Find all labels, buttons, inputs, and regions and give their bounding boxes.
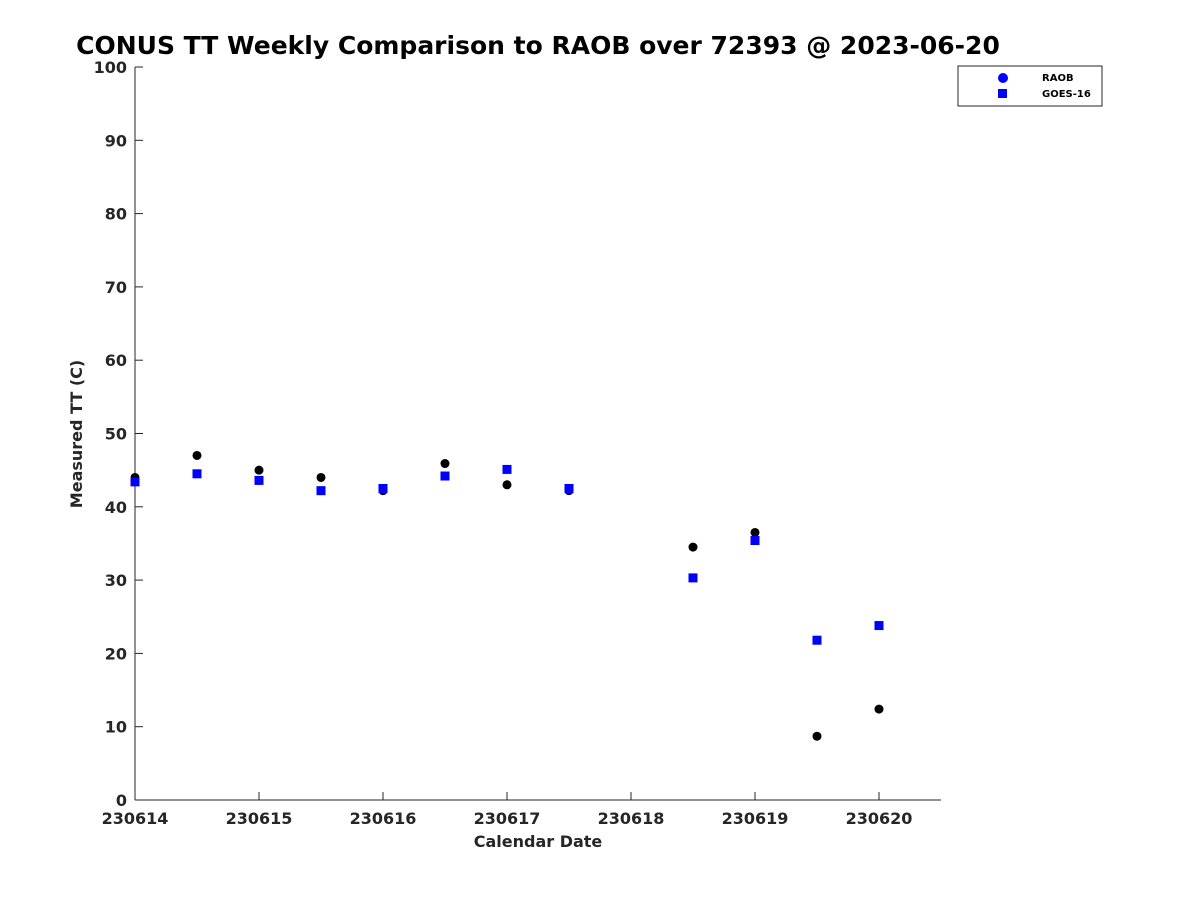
raob-point (440, 459, 450, 469)
legend-goes-16-marker (998, 89, 1007, 98)
goes-16-point (502, 464, 512, 474)
x-tick-label: 230617 (474, 809, 541, 828)
y-axis-label: Measured TT (C) (67, 360, 86, 508)
y-tick-label: 40 (105, 498, 127, 517)
legend-raob-label: RAOB (1042, 73, 1074, 84)
raob-point (812, 731, 822, 741)
raob-point (874, 704, 884, 714)
goes-16-point (192, 469, 202, 479)
raob-point (192, 450, 202, 460)
y-tick-label: 90 (105, 131, 127, 150)
y-tick-label: 0 (116, 791, 127, 810)
goes-16-point (378, 483, 388, 493)
raob-point (688, 542, 698, 552)
y-tick-label: 30 (105, 571, 127, 590)
goes-16-point (750, 536, 760, 546)
y-tick-label: 70 (105, 278, 127, 297)
goes-16-point (130, 477, 140, 487)
goes-16-point (688, 573, 698, 583)
x-tick-label: 230614 (102, 809, 169, 828)
y-tick-label: 60 (105, 351, 127, 370)
goes-16-point (564, 483, 574, 493)
series-goes-16 (130, 464, 884, 645)
legend-box (957, 65, 1103, 107)
y-tick-label: 50 (105, 425, 127, 444)
x-tick-label: 230616 (350, 809, 417, 828)
y-tick-label: 100 (94, 58, 127, 77)
raob-point (316, 472, 326, 482)
chart-title: CONUS TT Weekly Comparison to RAOB over … (76, 31, 1000, 60)
legend: RAOB GOES-16 (957, 65, 1103, 107)
goes-16-point (874, 621, 884, 631)
x-axis-label: Calendar Date (474, 832, 603, 851)
y-tick-label: 20 (105, 644, 127, 663)
series-raob (130, 450, 884, 741)
raob-point (750, 527, 760, 537)
x-tick-label: 230618 (598, 809, 665, 828)
x-tick-label: 230620 (846, 809, 913, 828)
legend-raob-marker (998, 73, 1008, 83)
y-ticks: 0 10 20 30 40 50 60 70 80 90 100 (94, 58, 143, 810)
legend-goes-16-label: GOES-16 (1042, 89, 1091, 100)
y-tick-label: 80 (105, 205, 127, 224)
goes-16-point (440, 471, 450, 481)
x-tick-label: 230619 (722, 809, 789, 828)
raob-point (254, 465, 264, 475)
x-tick-label: 230615 (226, 809, 293, 828)
goes-16-point (812, 635, 822, 645)
raob-point (502, 480, 512, 490)
goes-16-point (316, 486, 326, 496)
y-tick-label: 10 (105, 718, 127, 737)
goes-16-point (254, 475, 264, 485)
axes (134, 67, 941, 801)
x-ticks: 230614 230615 230616 230617 230618 230619 2306… (102, 792, 913, 828)
